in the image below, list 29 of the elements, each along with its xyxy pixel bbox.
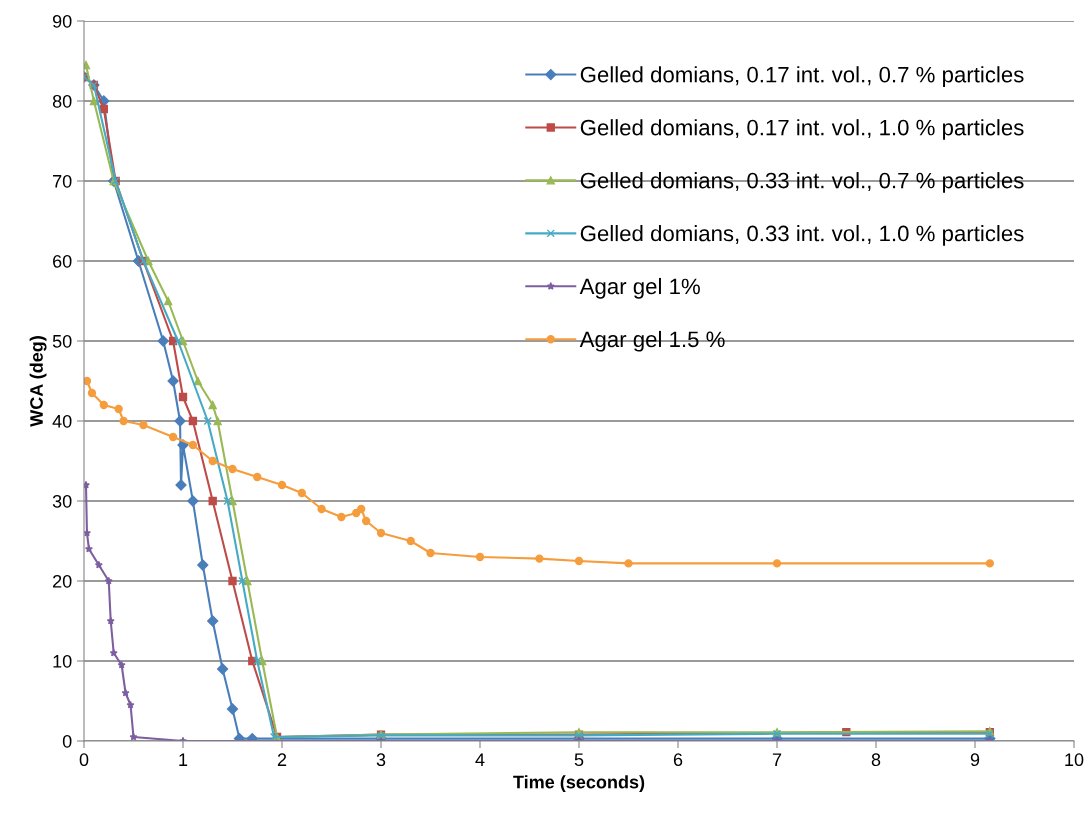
- y-tick-label: 20: [53, 574, 72, 588]
- y-tick-label: 90: [52, 14, 72, 28]
- legend-label: Agar gel 1%: [579, 277, 700, 299]
- y-tick-label: 30: [52, 494, 72, 508]
- x-tick-label: 7: [772, 753, 782, 766]
- x-tick-label: 6: [673, 753, 683, 767]
- x-tick-label: 0: [79, 753, 89, 767]
- y-tick-label: 40: [52, 414, 72, 428]
- y-tick-label: 60: [53, 254, 72, 268]
- legend-label: Agar gel 1.5 %: [579, 330, 725, 352]
- y-tick-label: 0: [62, 734, 72, 748]
- x-tick-label: 9: [970, 753, 980, 767]
- x-axis-title: Time (seconds): [513, 775, 645, 793]
- y-tick-label: 10: [53, 654, 72, 668]
- legend-label: Gelled domians, 0.17 int. vol., 1.0 % particles: [580, 119, 1024, 140]
- x-tick-label: 1: [179, 753, 188, 766]
- legend-label: Gelled domians, 0.33 int. vol., 0.7 % particles: [580, 172, 1024, 193]
- legend-label: Gelled domians, 0.17 int. vol., 0.7 % particles: [580, 66, 1024, 87]
- y-tick-label: 50: [52, 334, 72, 348]
- x-tick-label: 2: [277, 753, 287, 766]
- x-tick-label: 5: [574, 753, 584, 767]
- legend-label: Gelled domians, 0.33 int. vol., 1.0 % particles: [580, 225, 1024, 246]
- x-tick-label: 10: [1065, 753, 1084, 767]
- y-tick-label: 70: [53, 174, 72, 188]
- x-tick-label: 8: [871, 753, 881, 767]
- y-axis-title: WCA (deg): [29, 336, 47, 427]
- y-tick-label: 80: [52, 94, 72, 108]
- x-tick-label: 3: [376, 753, 386, 767]
- x-tick-label: 4: [475, 753, 485, 766]
